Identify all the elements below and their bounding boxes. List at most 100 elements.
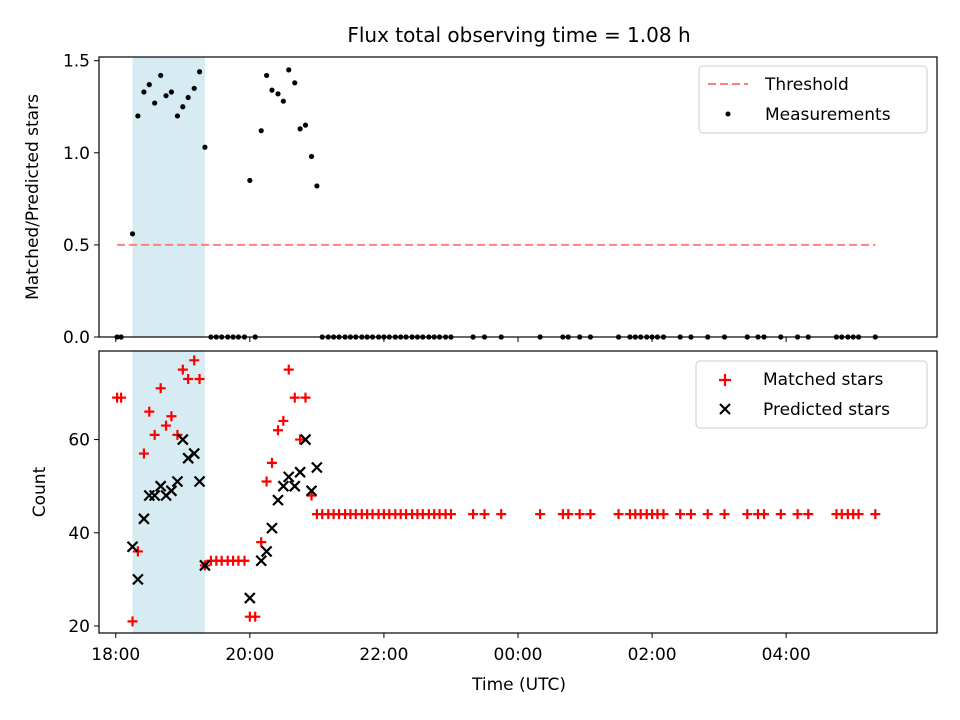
- matched-star-point: [775, 509, 786, 520]
- y-tick-label: 40: [68, 524, 90, 544]
- matched-star-point: [289, 392, 300, 403]
- predicted-star-point: [266, 522, 278, 534]
- measurement-point: [196, 69, 203, 75]
- predicted-star-point: [138, 513, 150, 525]
- measurement-point: [174, 113, 181, 119]
- matched-star-point: [239, 555, 250, 566]
- x-tick-label: 18:00: [91, 645, 140, 665]
- predicted-star-point: [154, 480, 167, 492]
- matched-star-point: [278, 415, 289, 426]
- predicted-star-point: [177, 433, 189, 446]
- measurement-point: [185, 94, 191, 101]
- matched-star-point: [144, 406, 155, 417]
- predicted-star-point: [132, 573, 144, 586]
- matched-star-point: [300, 392, 311, 403]
- top-legend-box: [698, 65, 928, 134]
- chart-title: Flux total observing time = 1.08 h: [347, 23, 690, 47]
- matched-star-point: [658, 509, 669, 520]
- predicted-star-point: [294, 466, 306, 478]
- measurement-point: [152, 100, 158, 106]
- matched-star-point: [719, 509, 730, 520]
- x-tick-label: 04:00: [762, 645, 811, 665]
- measurement-point: [258, 128, 264, 134]
- measurement-point: [269, 87, 275, 93]
- matched-star-point: [803, 509, 814, 520]
- predicted-star-point: [188, 447, 200, 460]
- top-x-ticks: [115, 337, 787, 342]
- measurement-point: [308, 153, 315, 160]
- matched-star-point: [496, 509, 507, 520]
- matched-star-point: [256, 537, 267, 548]
- matched-star-point: [574, 509, 585, 520]
- bottom-legend: Matched stars Predicted stars: [695, 360, 928, 429]
- bottom-y-axis-label: Count: [30, 466, 50, 517]
- matched-star-point: [155, 383, 166, 394]
- legend-measurements-swatch: [725, 111, 731, 117]
- measurement-point: [158, 72, 164, 79]
- x-tick-label: 00:00: [494, 645, 543, 665]
- predicted-star-point: [171, 475, 184, 488]
- top-shaded-band: [132, 57, 205, 337]
- legend-predicted-label: Predicted stars: [763, 400, 890, 420]
- matched-star-point: [272, 425, 283, 436]
- legend-measurements-label: Measurements: [765, 105, 891, 125]
- predicted-star-point: [277, 480, 290, 492]
- top-y-axis-label: Matched/Predicted stars: [23, 94, 43, 300]
- matched-star-point: [585, 509, 596, 520]
- x-axis-label: Time (UTC): [471, 675, 566, 695]
- measurement-point: [146, 82, 152, 88]
- top-legend: Threshold Measurements: [698, 65, 928, 134]
- y-tick-label: 20: [68, 617, 90, 637]
- matched-star-point: [149, 429, 160, 440]
- predicted-points: [126, 433, 323, 604]
- x-tick-label: 02:00: [628, 645, 677, 665]
- predicted-star-point: [282, 471, 295, 483]
- measurement-point: [292, 80, 298, 86]
- matched-star-point: [261, 476, 272, 487]
- matched-star-point: [759, 509, 770, 520]
- measurement-point: [141, 89, 147, 95]
- matched-star-point: [792, 509, 803, 520]
- matched-star-point: [189, 355, 200, 366]
- predicted-star-point: [244, 592, 256, 604]
- matched-points: [112, 355, 881, 627]
- matched-star-point: [166, 411, 177, 422]
- predicted-star-point: [305, 485, 318, 497]
- matched-star-point: [132, 546, 143, 557]
- legend-matched-label: Matched stars: [763, 370, 883, 390]
- y-tick-label: 1.5: [63, 52, 90, 72]
- matched-star-point: [870, 509, 881, 520]
- measurement-point: [297, 126, 303, 132]
- predicted-star-point: [311, 461, 323, 474]
- predicted-star-point: [299, 433, 312, 446]
- y-tick-label: 60: [68, 431, 90, 451]
- legend-matched-swatch: [719, 374, 731, 386]
- y-tick-label: 1.0: [63, 144, 90, 164]
- measurement-point: [302, 122, 309, 128]
- measurement-point: [264, 72, 270, 79]
- matched-star-point: [194, 373, 205, 384]
- matched-star-point: [563, 509, 574, 520]
- matched-star-point: [613, 509, 624, 520]
- top-panel: 0.0 0.5 1.0 1.5 Matched/Predicted stars Thr…: [23, 52, 938, 348]
- matched-star-point: [283, 364, 294, 375]
- measurement-point: [135, 113, 141, 119]
- matched-star-point: [127, 616, 138, 627]
- measurement-point: [168, 89, 175, 95]
- measurement-point: [286, 67, 292, 73]
- matched-star-point: [177, 364, 188, 375]
- predicted-star-point: [193, 475, 206, 488]
- matched-star-point: [702, 509, 713, 520]
- matched-star-point: [685, 509, 696, 520]
- matched-star-point: [535, 509, 546, 520]
- predicted-star-point: [199, 559, 211, 572]
- measurement-point: [180, 104, 186, 110]
- predicted-star-point: [272, 494, 284, 506]
- matched-star-point: [250, 611, 261, 622]
- x-tick-label: 22:00: [359, 645, 408, 665]
- matched-star-point: [445, 509, 456, 520]
- top-y-ticks: 0.0 0.5 1.0 1.5: [63, 52, 99, 348]
- bottom-y-ticks: 20 40 60: [68, 431, 99, 637]
- matched-star-point: [266, 457, 277, 468]
- measurement-point: [191, 85, 197, 91]
